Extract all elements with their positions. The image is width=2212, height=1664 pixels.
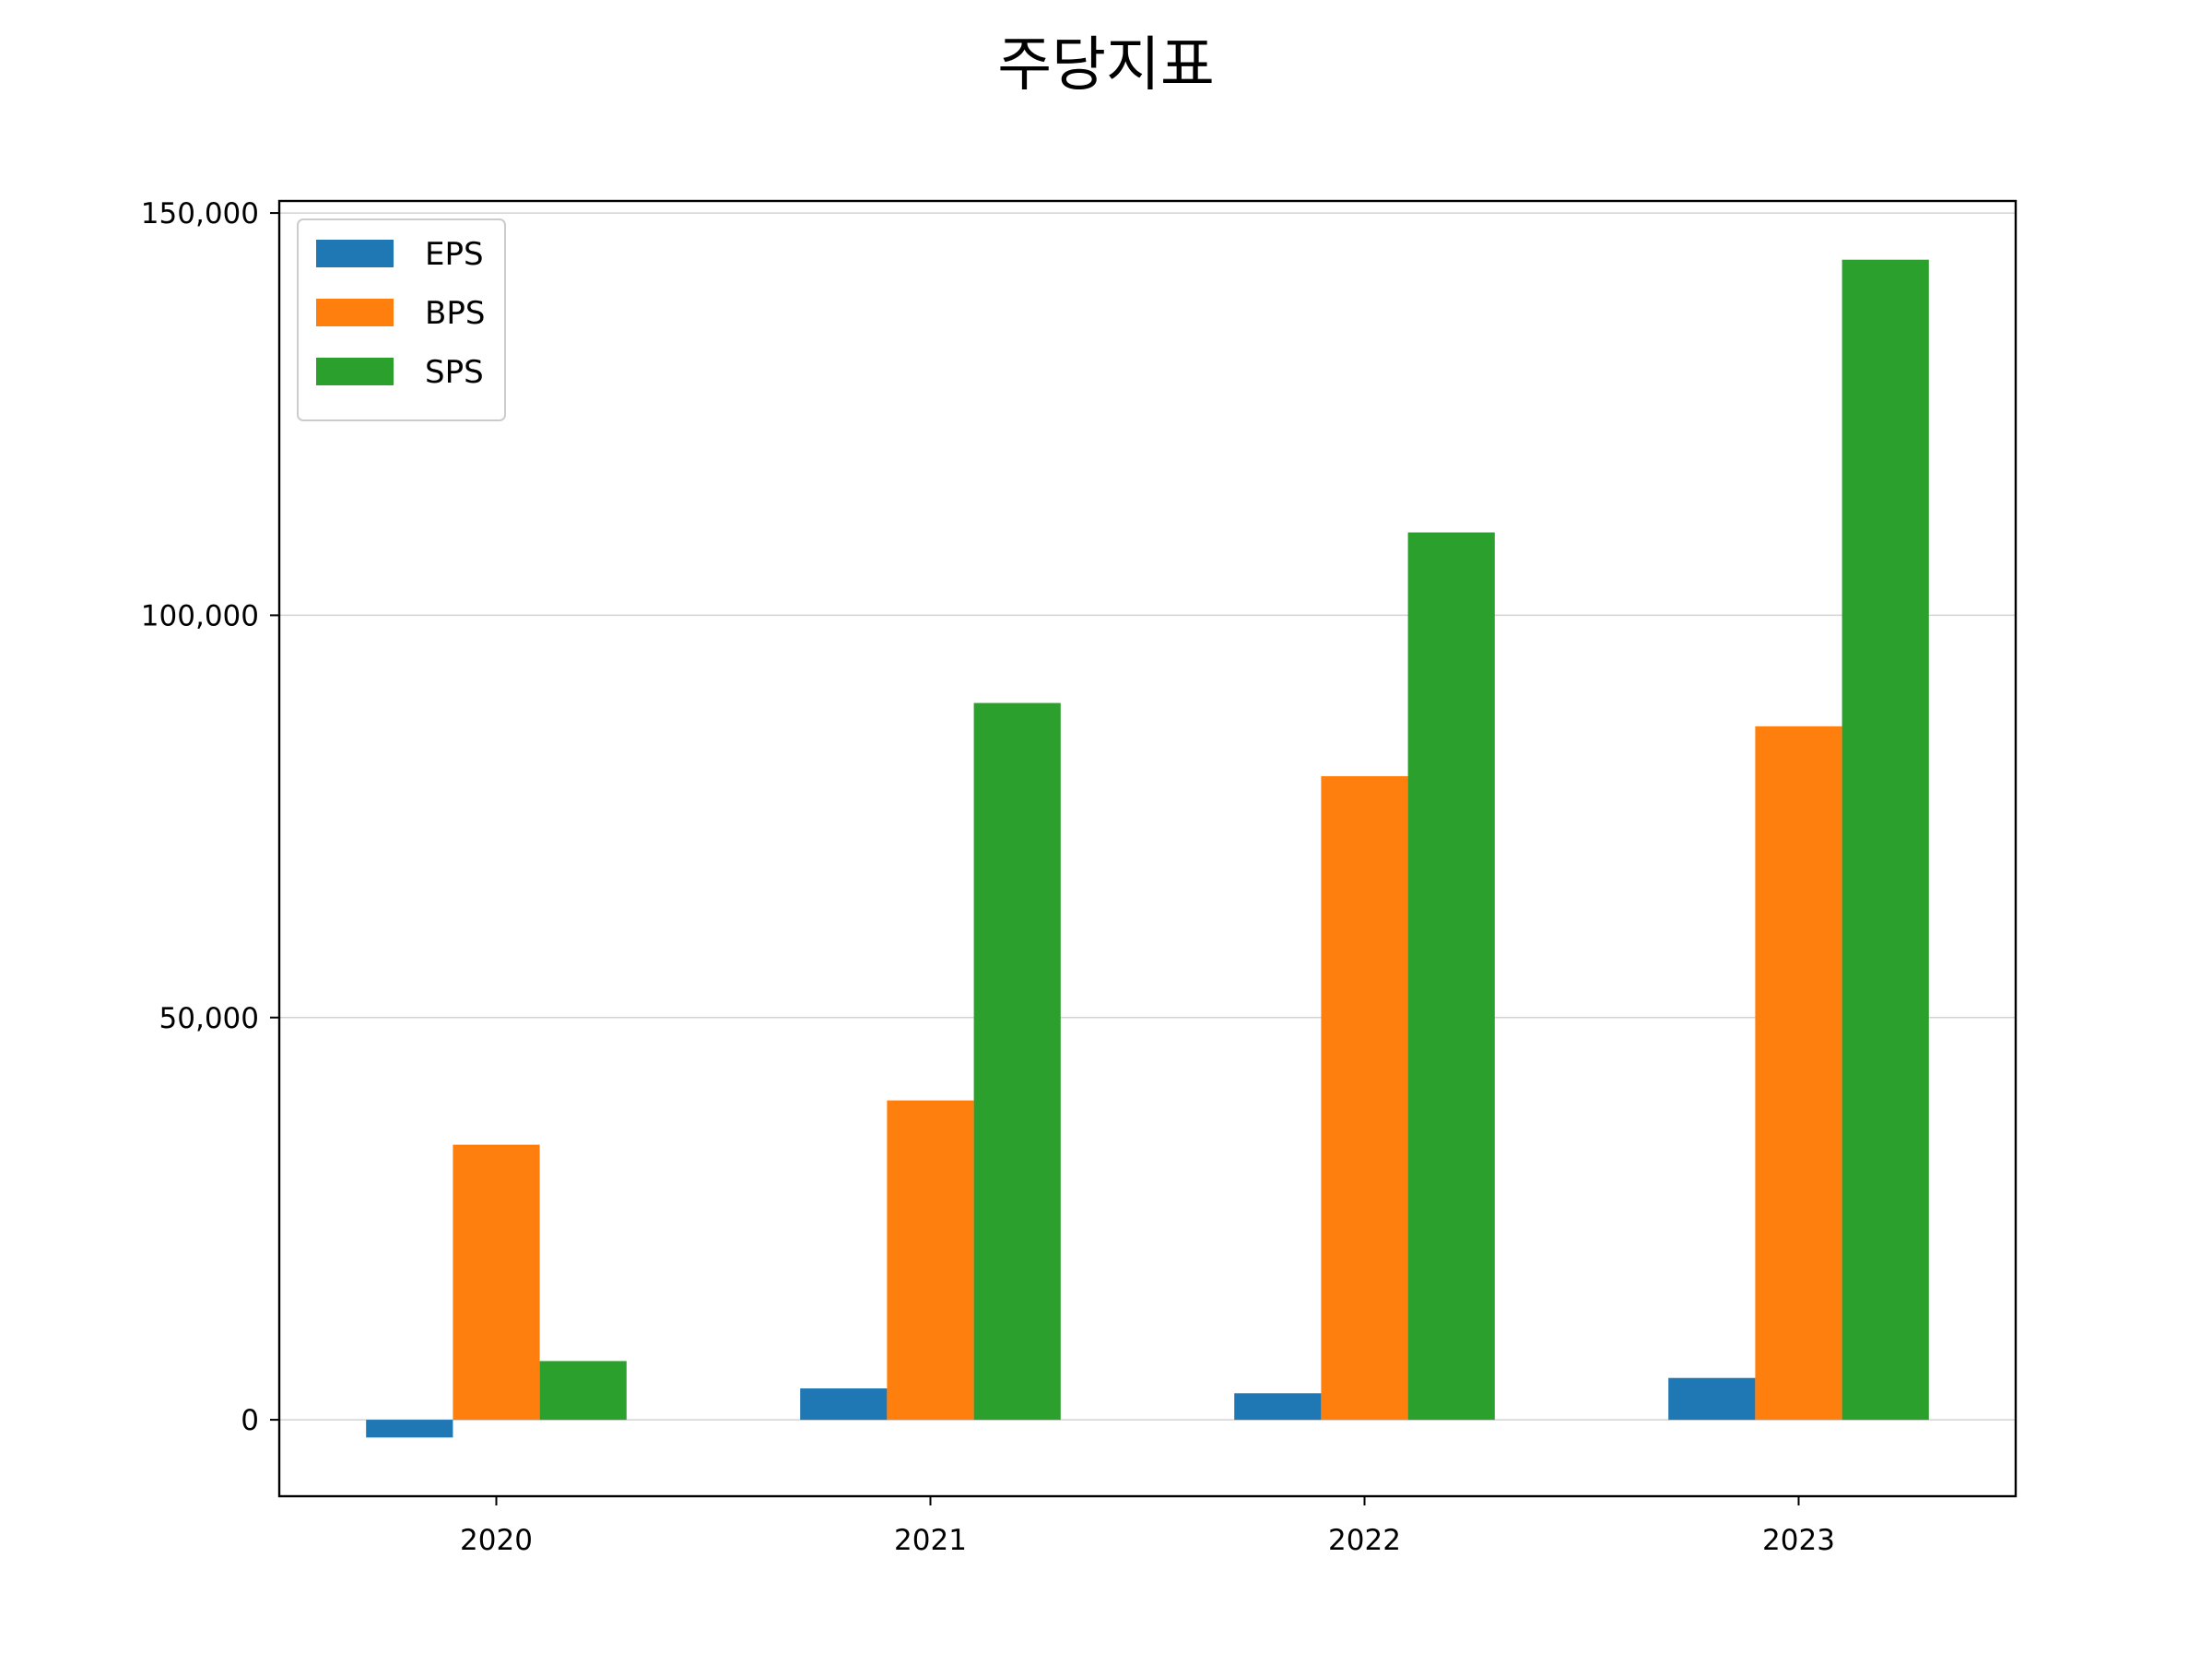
- legend-swatch-sps: [316, 358, 394, 385]
- bar-bps-2020: [453, 1144, 540, 1421]
- legend-label-bps: BPS: [425, 295, 485, 332]
- y-tick-label: 0: [241, 1404, 259, 1437]
- x-tick-label: 2023: [1762, 1524, 1835, 1557]
- legend-swatch-eps: [316, 240, 394, 267]
- y-tick-label: 150,000: [141, 197, 259, 230]
- bar-eps-2023: [1668, 1377, 1756, 1421]
- bar-bps-2022: [1321, 775, 1408, 1421]
- x-tick-label: 2020: [460, 1524, 533, 1557]
- bar-eps-2021: [800, 1388, 888, 1421]
- legend-label-eps: EPS: [425, 236, 484, 273]
- bar-eps-2020: [366, 1420, 453, 1438]
- legend-label-sps: SPS: [425, 354, 484, 391]
- x-tick-label: 2021: [894, 1524, 967, 1557]
- bars: [366, 259, 1929, 1438]
- bar-sps-2023: [1841, 259, 1929, 1421]
- plot-frame: [277, 199, 2018, 1498]
- legend: EPS BPS SPS: [297, 218, 506, 421]
- axes: 0 50,000 100,000 150,000 2020 2021 2022 2023: [141, 197, 2018, 1557]
- bar-bps-2021: [887, 1100, 974, 1421]
- x-tick-label: 2022: [1328, 1524, 1401, 1557]
- bar-sps-2021: [973, 702, 1061, 1421]
- bar-sps-2022: [1407, 532, 1495, 1421]
- bar-eps-2022: [1234, 1393, 1322, 1421]
- chart-title: 주당지표: [997, 31, 1215, 100]
- bar-bps-2023: [1755, 726, 1842, 1421]
- y-tick-label: 50,000: [159, 1002, 259, 1035]
- legend-swatch-bps: [316, 299, 394, 326]
- y-tick-label: 100,000: [141, 599, 259, 632]
- bar-sps-2020: [539, 1361, 627, 1421]
